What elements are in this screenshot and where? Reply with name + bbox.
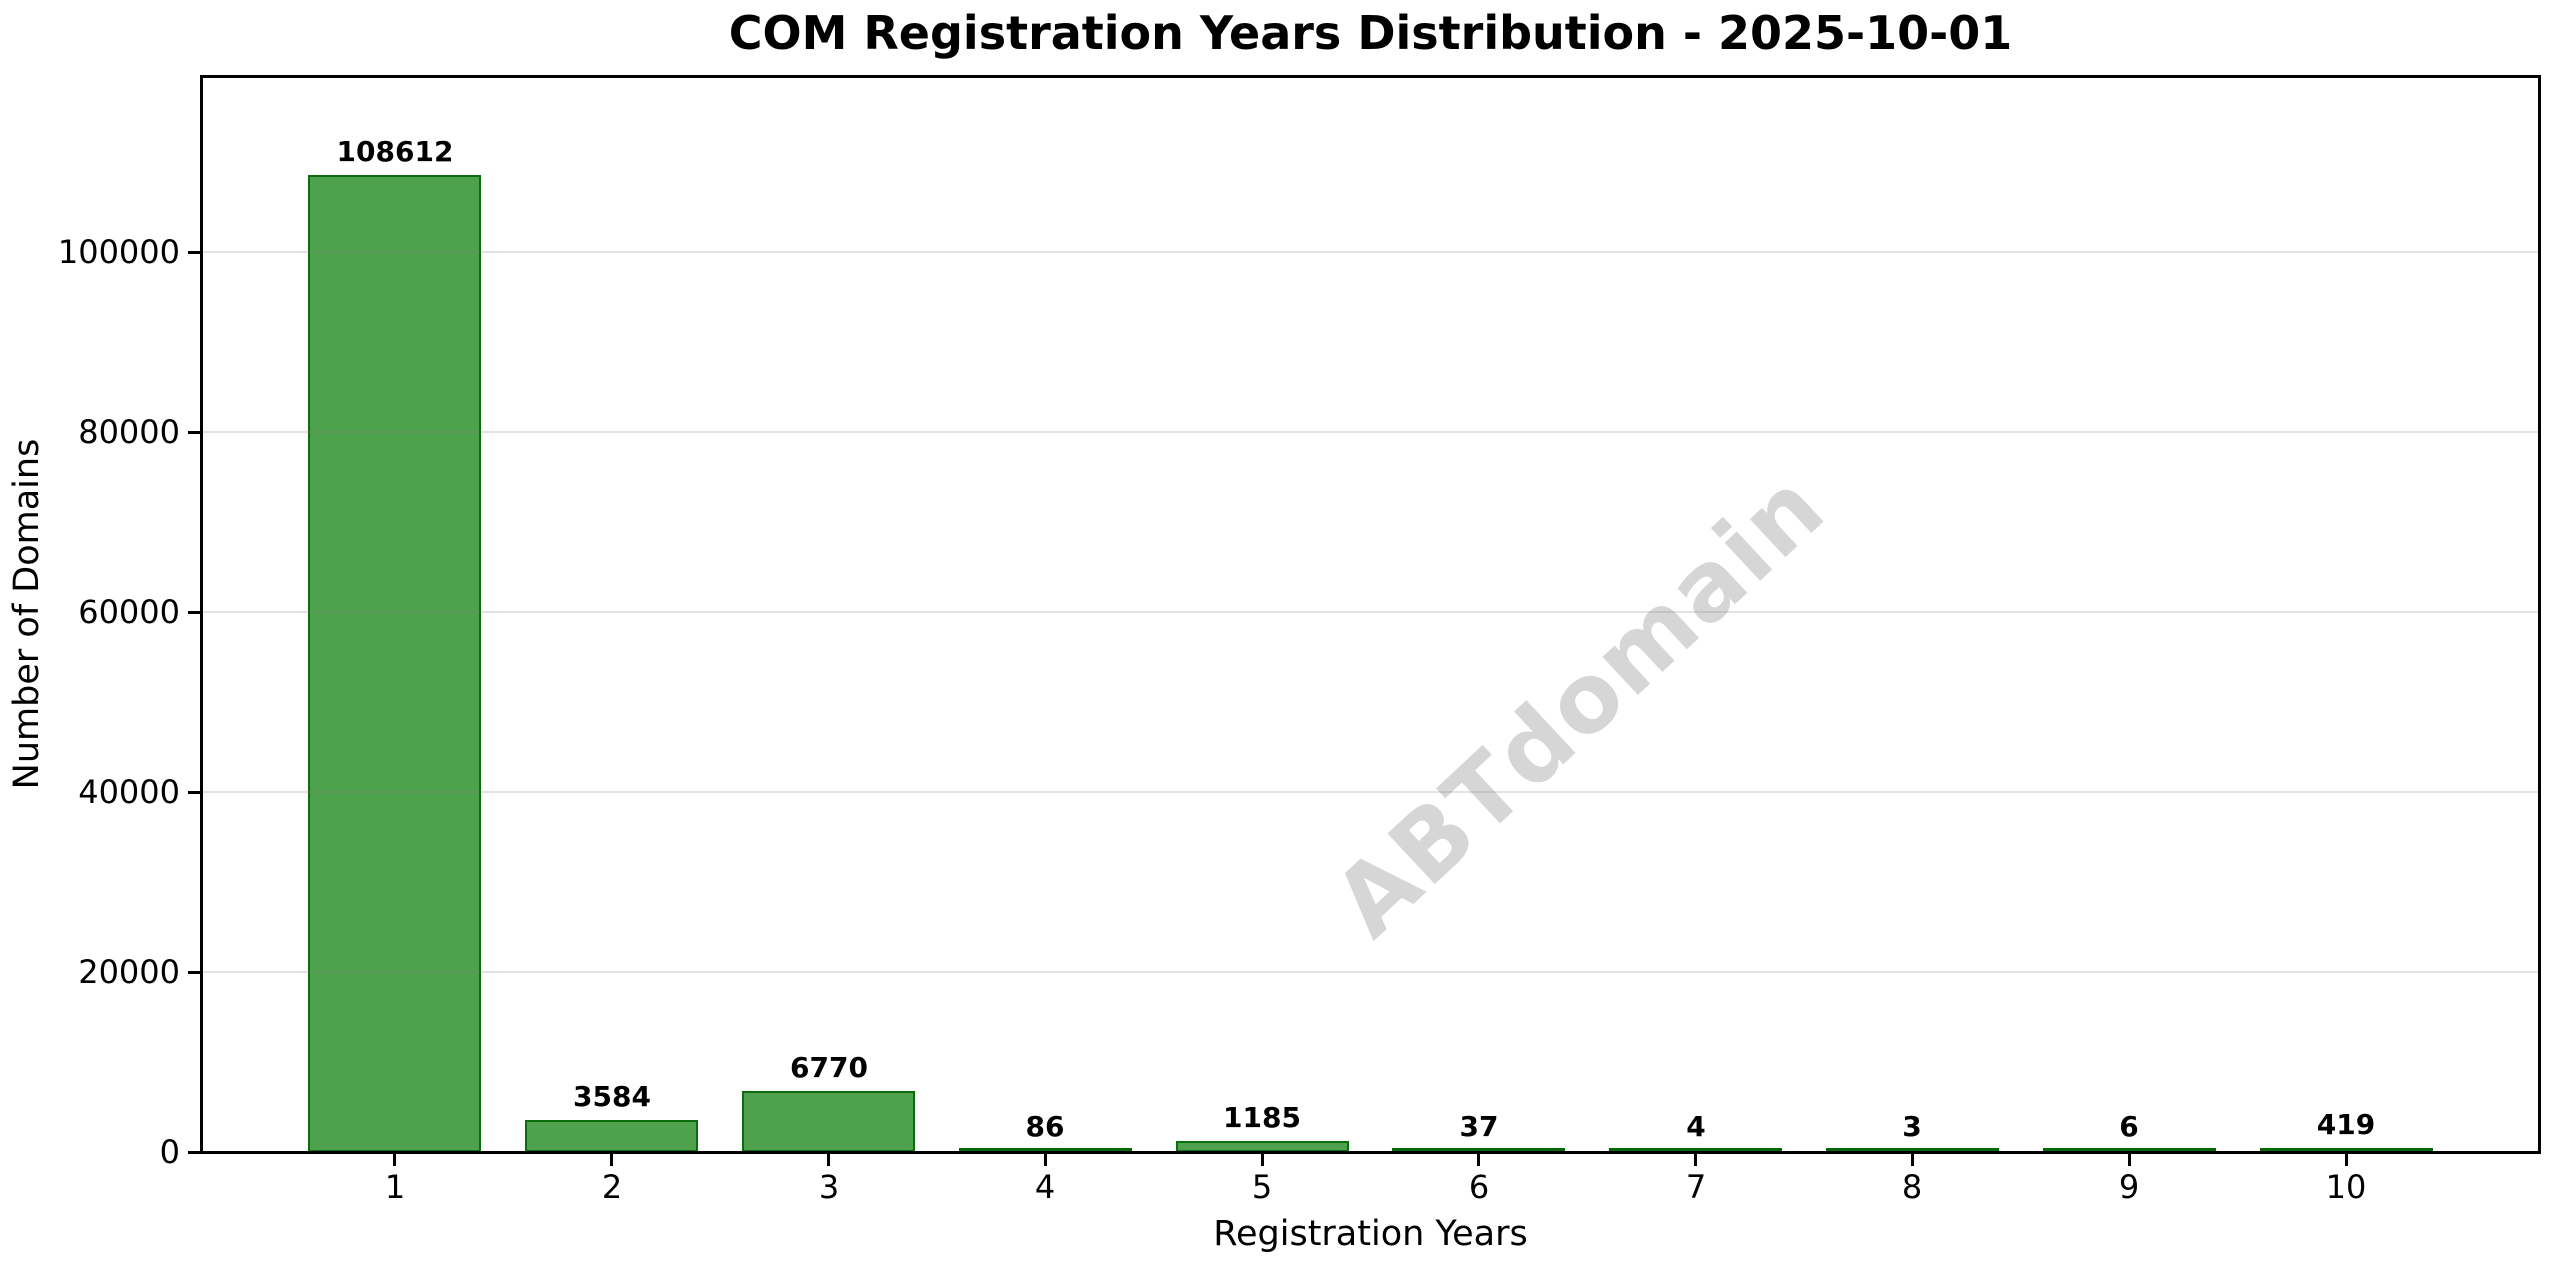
bar-value-label: 3 <box>1902 1110 1922 1143</box>
y-tick-mark <box>188 610 200 614</box>
y-tick-mark <box>188 250 200 254</box>
bar <box>1826 1148 1999 1152</box>
y-tick-label: 0 <box>159 1133 180 1171</box>
x-tick-label: 3 <box>818 1168 840 1206</box>
x-tick-mark <box>1694 1154 1697 1166</box>
x-tick-label: 6 <box>1468 1168 1490 1206</box>
bar-value-label: 108612 <box>336 135 454 168</box>
bar <box>1609 1148 1782 1152</box>
y-tick-label: 60000 <box>78 593 180 632</box>
x-tick-label: 1 <box>384 1168 406 1206</box>
x-tick-label: 9 <box>2118 1168 2140 1206</box>
y-tick-label: 100000 <box>57 233 180 272</box>
bar-value-label: 6 <box>2119 1110 2139 1143</box>
gridline <box>202 251 2539 254</box>
bar-value-label: 6770 <box>790 1051 868 1084</box>
x-tick-mark <box>393 1154 396 1166</box>
bar <box>2043 1148 2216 1152</box>
y-tick-label: 80000 <box>78 413 180 452</box>
x-tick-label: 5 <box>1251 1168 1273 1206</box>
gridline <box>202 611 2539 614</box>
plot-border <box>200 75 2541 1154</box>
bar <box>525 1120 698 1152</box>
x-tick-mark <box>827 1154 830 1166</box>
bar <box>308 175 481 1152</box>
gridline <box>202 431 2539 434</box>
bar <box>1176 1141 1349 1152</box>
x-tick-label: 4 <box>1034 1168 1056 1206</box>
bar <box>1392 1148 1565 1152</box>
y-tick-mark <box>188 790 200 794</box>
y-tick-mark <box>188 970 200 974</box>
x-tick-label: 7 <box>1685 1168 1707 1206</box>
bar <box>742 1091 915 1152</box>
x-axis-label: Registration Years <box>1213 1214 1528 1254</box>
x-tick-label: 10 <box>2325 1168 2367 1206</box>
bar <box>959 1148 1132 1152</box>
x-tick-mark <box>1261 1154 1264 1166</box>
bar-value-label: 37 <box>1459 1110 1499 1143</box>
x-tick-label: 8 <box>1901 1168 1923 1206</box>
y-tick-mark <box>188 430 200 434</box>
x-tick-mark <box>1911 1154 1914 1166</box>
plot-area: 108612 3584 6770 86 1185 37 4 3 6 419 ABTdomain <box>200 75 2541 1154</box>
gridline <box>202 971 2539 974</box>
x-tick-mark <box>2128 1154 2131 1166</box>
chart-title: COM Registration Years Distribution - 20… <box>728 6 2013 60</box>
bar-value-label: 3584 <box>573 1080 651 1113</box>
gridline <box>202 791 2539 794</box>
x-tick-mark <box>2345 1154 2348 1166</box>
y-tick-label: 20000 <box>78 953 180 992</box>
bar-value-label: 1185 <box>1223 1101 1301 1134</box>
y-tick-label: 40000 <box>78 773 180 812</box>
bar-value-label: 4 <box>1686 1110 1706 1143</box>
x-tick-mark <box>1477 1154 1480 1166</box>
x-tick-mark <box>1044 1154 1047 1166</box>
x-tick-mark <box>610 1154 613 1166</box>
x-tick-label: 2 <box>601 1168 623 1206</box>
bar-value-label: 419 <box>2316 1108 2376 1141</box>
y-axis-label: Number of Domains <box>7 438 47 790</box>
bar-value-label: 86 <box>1025 1110 1065 1143</box>
watermark: ABTdomain <box>1313 451 1847 959</box>
bar <box>2260 1148 2433 1152</box>
y-tick-mark <box>188 1150 200 1154</box>
